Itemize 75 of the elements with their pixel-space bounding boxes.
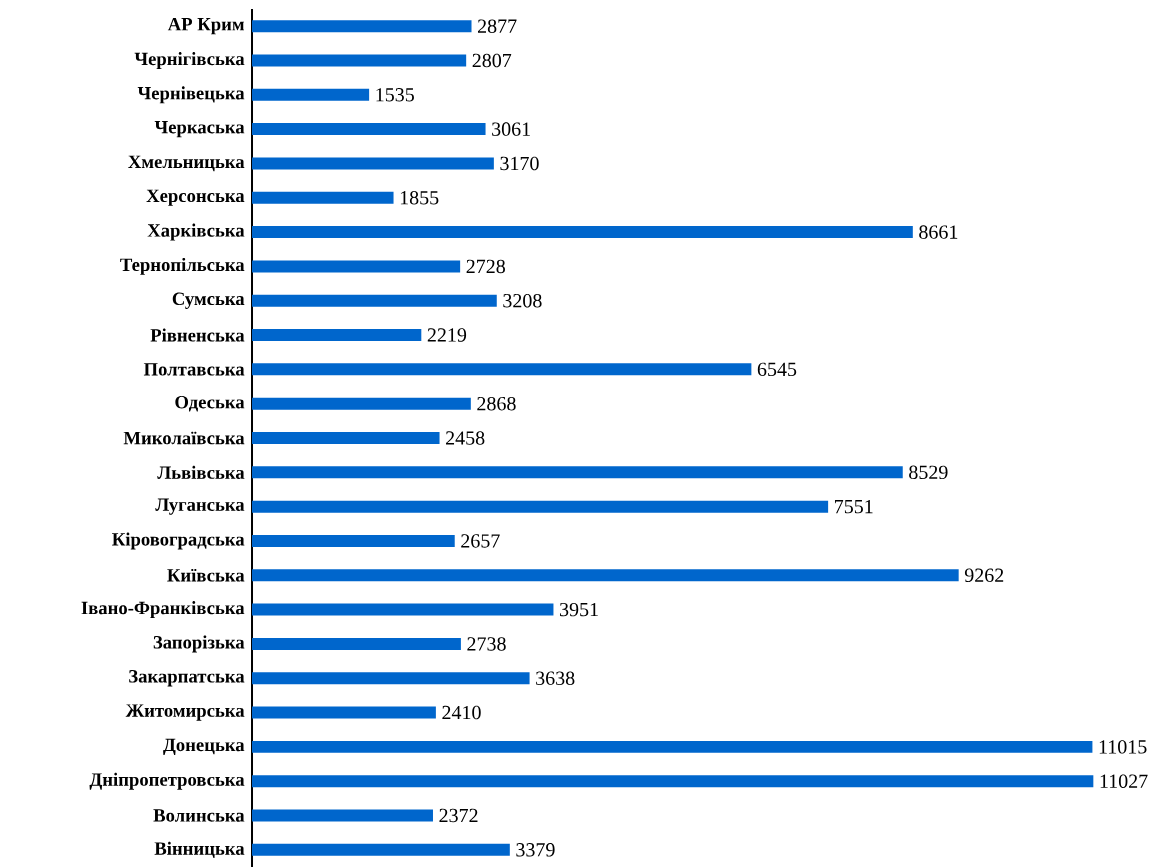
data-label: 3951 (560, 602, 598, 617)
data-label: 3638 (536, 671, 575, 685)
bar (252, 500, 829, 513)
y-tick-label: Одеська (175, 395, 245, 412)
data-label: 11015 (1099, 740, 1147, 754)
data-label: 2738 (467, 637, 506, 651)
bar (252, 260, 461, 273)
y-tick-label: Дніпропетровська (89, 772, 245, 790)
y-tick-label: Закарпатська (129, 670, 245, 687)
y-tick-label: АР Крим (167, 18, 245, 35)
data-label: 8529 (909, 465, 948, 480)
bar (252, 775, 1094, 788)
y-tick-label: Полтавська (143, 363, 245, 376)
y-tick-label: Вінницька (154, 841, 245, 858)
bar (252, 226, 913, 239)
bar (252, 637, 461, 650)
y-tick-label: Миколаївська (123, 431, 245, 445)
bar (252, 294, 497, 307)
bar (252, 603, 554, 616)
data-label: 2219 (427, 328, 467, 342)
data-label: 11027 (1100, 774, 1148, 788)
bar (252, 534, 455, 547)
y-tick-label: Луганська (155, 498, 245, 515)
y-tick-label: Херсонська (146, 189, 245, 206)
bar (252, 54, 467, 67)
data-label: 8661 (919, 225, 958, 239)
y-tick-label: Кіровоградська (112, 532, 245, 550)
y-tick-label: Хмельницька (128, 155, 245, 172)
bar (252, 157, 494, 170)
data-label: 3170 (500, 156, 539, 171)
data-label: 9262 (964, 568, 1004, 582)
data-label: 1535 (376, 88, 414, 102)
bar (252, 397, 471, 410)
bar (252, 672, 530, 685)
y-tick-label: Київська (167, 568, 245, 582)
bar (252, 809, 433, 822)
data-label: 2877 (477, 19, 517, 33)
bar (252, 20, 472, 33)
y-tick-label: Житомирська (125, 704, 245, 721)
bar (252, 706, 436, 719)
y-tick-label: Запорізька (153, 635, 245, 653)
bar (252, 329, 422, 342)
y-tick-label: Волинська (153, 809, 245, 822)
bar (252, 363, 752, 376)
bar (252, 432, 440, 444)
data-label: 3061 (492, 122, 530, 136)
data-label: 7551 (835, 499, 873, 514)
y-tick-label: Львівська (157, 465, 245, 479)
data-label: 2807 (472, 53, 512, 68)
data-label: 2868 (477, 396, 516, 411)
y-tick-label: Черкаська (154, 121, 245, 138)
y-tick-label: Івано-Франківська (81, 601, 245, 619)
y-tick-label: Сумська (172, 292, 245, 309)
y-tick-label: Чернівецька (137, 86, 245, 104)
data-label: 2372 (439, 808, 478, 823)
data-label: 3208 (503, 293, 542, 308)
data-label: 3379 (516, 843, 555, 857)
bar (252, 843, 510, 856)
bar (252, 123, 486, 136)
data-label: 6545 (757, 362, 797, 377)
y-tick-label: Рівненська (150, 328, 245, 342)
bar (252, 569, 959, 582)
y-tick-label: Харківська (147, 223, 245, 241)
data-label: 1855 (400, 191, 439, 205)
y-tick-label: Тернопільська (120, 257, 245, 275)
y-tick-label: Донецька (163, 738, 245, 755)
y-tick-label: Чернігівська (134, 52, 245, 69)
bar (252, 740, 1093, 753)
data-label: 2410 (442, 705, 481, 720)
data-label: 2458 (446, 431, 485, 445)
bar (252, 466, 903, 479)
data-label: 2657 (461, 534, 500, 548)
bar (252, 88, 370, 101)
data-label: 2728 (466, 259, 505, 274)
bar (252, 191, 394, 204)
